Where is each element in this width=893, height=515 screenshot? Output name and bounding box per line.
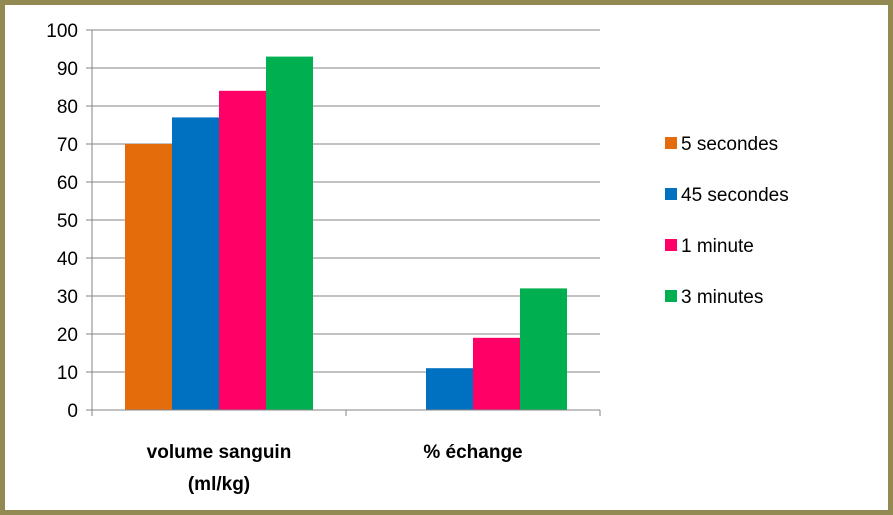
category-label: (ml/kg) — [188, 474, 250, 495]
category-label: % échange — [423, 442, 522, 463]
y-tick-label: 0 — [67, 401, 78, 422]
category-label: volume sanguin — [147, 442, 292, 463]
legend: 5 secondes 45 secondes 1 minute 3 minutes — [665, 134, 789, 308]
legend-swatch — [665, 188, 677, 200]
y-tick-label: 90 — [57, 59, 78, 80]
bar — [172, 117, 219, 411]
legend-label: 45 secondes — [681, 185, 789, 206]
legend-label: 3 minutes — [681, 287, 763, 308]
y-tick-label: 30 — [57, 287, 78, 308]
y-tick-label: 20 — [57, 325, 78, 346]
bars — [125, 56, 567, 411]
bar — [266, 56, 313, 410]
legend-swatch — [665, 239, 677, 251]
x-axis — [86, 30, 601, 416]
y-tick-label: 80 — [57, 97, 78, 118]
bar — [426, 368, 473, 410]
category-labels: volume sanguin (ml/kg) % échange — [147, 442, 523, 495]
bar — [520, 288, 567, 410]
bar — [125, 144, 172, 410]
y-tick-label: 50 — [57, 211, 78, 232]
y-tick-label: 60 — [57, 173, 78, 194]
y-axis-ticks: 0 10 20 30 40 50 60 70 80 90 100 — [46, 21, 78, 422]
y-tick-label: 70 — [57, 135, 78, 156]
legend-label: 1 minute — [681, 236, 754, 257]
y-tick-label: 40 — [57, 249, 78, 270]
legend-label: 5 secondes — [681, 134, 778, 155]
bar — [473, 337, 520, 410]
legend-swatch — [665, 137, 677, 149]
bar — [219, 90, 266, 411]
y-tick-label: 100 — [46, 21, 78, 42]
y-tick-label: 10 — [57, 363, 78, 384]
legend-swatch — [665, 290, 677, 302]
